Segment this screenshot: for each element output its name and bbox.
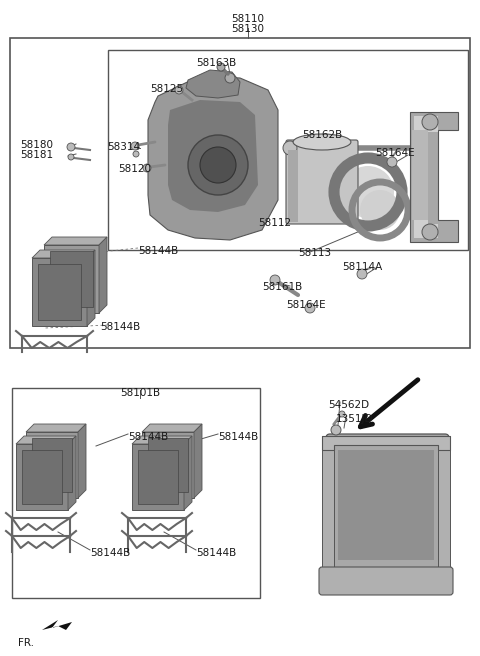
FancyBboxPatch shape bbox=[412, 130, 428, 220]
Polygon shape bbox=[322, 436, 334, 585]
Polygon shape bbox=[22, 450, 62, 504]
Ellipse shape bbox=[293, 134, 351, 150]
Text: 58163B: 58163B bbox=[196, 58, 236, 68]
Circle shape bbox=[283, 141, 297, 155]
Polygon shape bbox=[68, 436, 76, 510]
Text: 58113: 58113 bbox=[298, 248, 331, 258]
Polygon shape bbox=[438, 436, 450, 585]
Text: 58314: 58314 bbox=[107, 142, 140, 152]
Circle shape bbox=[131, 142, 139, 150]
Circle shape bbox=[188, 135, 248, 195]
Text: 58180: 58180 bbox=[20, 140, 53, 150]
Polygon shape bbox=[132, 444, 184, 510]
Polygon shape bbox=[410, 112, 458, 242]
Circle shape bbox=[305, 303, 315, 313]
Polygon shape bbox=[142, 432, 194, 498]
Polygon shape bbox=[414, 116, 438, 238]
Circle shape bbox=[342, 166, 394, 218]
Polygon shape bbox=[148, 76, 278, 240]
Circle shape bbox=[225, 73, 235, 83]
Polygon shape bbox=[32, 438, 72, 492]
Text: 58130: 58130 bbox=[231, 24, 264, 34]
Bar bbox=[10, 38, 470, 348]
Polygon shape bbox=[184, 436, 192, 510]
Circle shape bbox=[200, 147, 236, 183]
FancyBboxPatch shape bbox=[319, 567, 453, 595]
Polygon shape bbox=[32, 258, 87, 326]
Circle shape bbox=[357, 269, 367, 279]
Circle shape bbox=[331, 425, 341, 435]
FancyBboxPatch shape bbox=[326, 434, 449, 572]
Circle shape bbox=[67, 143, 75, 151]
Polygon shape bbox=[32, 250, 95, 258]
Polygon shape bbox=[26, 432, 78, 498]
Polygon shape bbox=[50, 251, 93, 307]
Bar bbox=[12, 388, 260, 598]
Polygon shape bbox=[44, 237, 107, 245]
Polygon shape bbox=[194, 424, 202, 498]
Text: 58164E: 58164E bbox=[375, 148, 415, 158]
FancyBboxPatch shape bbox=[286, 140, 358, 224]
Circle shape bbox=[422, 224, 438, 240]
Text: 58181: 58181 bbox=[20, 150, 53, 160]
Polygon shape bbox=[138, 450, 178, 504]
Circle shape bbox=[175, 86, 183, 94]
Polygon shape bbox=[132, 436, 192, 444]
Text: 58144B: 58144B bbox=[196, 548, 236, 558]
Circle shape bbox=[360, 190, 400, 230]
Polygon shape bbox=[168, 100, 258, 212]
Circle shape bbox=[133, 151, 139, 157]
Polygon shape bbox=[148, 438, 188, 492]
Circle shape bbox=[422, 114, 438, 130]
Text: 1351JD: 1351JD bbox=[336, 414, 373, 424]
Circle shape bbox=[143, 164, 151, 172]
Circle shape bbox=[387, 157, 397, 167]
Text: FR.: FR. bbox=[18, 638, 34, 648]
Text: 58144B: 58144B bbox=[218, 432, 258, 442]
Bar bbox=[108, 50, 468, 250]
Polygon shape bbox=[38, 264, 81, 320]
Polygon shape bbox=[16, 436, 76, 444]
Polygon shape bbox=[142, 424, 202, 432]
Polygon shape bbox=[16, 444, 68, 510]
Polygon shape bbox=[26, 424, 86, 432]
Text: 58144B: 58144B bbox=[90, 548, 130, 558]
Text: 58120: 58120 bbox=[118, 164, 151, 174]
Text: 58144B: 58144B bbox=[128, 432, 168, 442]
Text: 58144B: 58144B bbox=[138, 246, 178, 256]
Text: 58101B: 58101B bbox=[120, 388, 160, 398]
Text: 58112: 58112 bbox=[258, 218, 291, 228]
Polygon shape bbox=[44, 245, 99, 313]
Circle shape bbox=[68, 154, 74, 160]
Circle shape bbox=[217, 63, 225, 71]
Text: 58125: 58125 bbox=[150, 84, 183, 94]
Polygon shape bbox=[186, 70, 240, 98]
Text: 58114A: 58114A bbox=[342, 262, 382, 272]
Text: 54562D: 54562D bbox=[328, 400, 369, 410]
Bar bbox=[288, 150, 298, 222]
Polygon shape bbox=[322, 436, 450, 450]
Polygon shape bbox=[87, 250, 95, 326]
Polygon shape bbox=[42, 620, 72, 630]
Text: 58161B: 58161B bbox=[262, 282, 302, 292]
Circle shape bbox=[339, 411, 345, 417]
Polygon shape bbox=[78, 424, 86, 498]
Circle shape bbox=[270, 275, 280, 285]
Polygon shape bbox=[99, 237, 107, 313]
Text: 58164E: 58164E bbox=[286, 300, 325, 310]
Text: 58144B: 58144B bbox=[100, 322, 140, 332]
Bar bbox=[338, 450, 434, 560]
Text: 58110: 58110 bbox=[231, 14, 264, 24]
Text: 58162B: 58162B bbox=[302, 130, 342, 140]
